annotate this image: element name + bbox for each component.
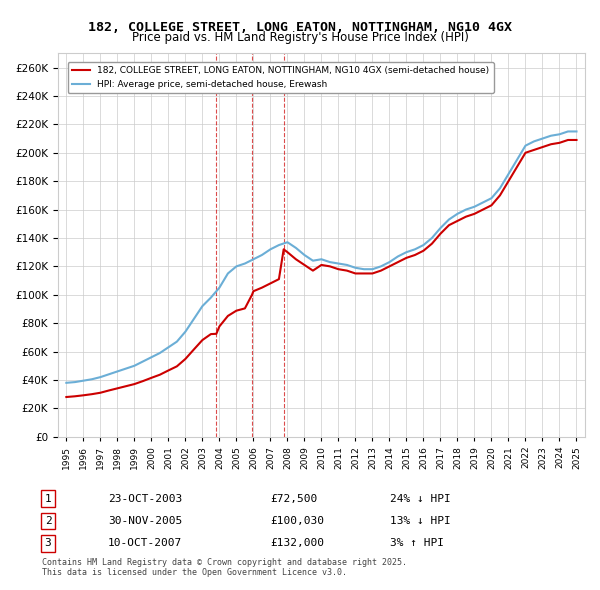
Text: 23-OCT-2003: 23-OCT-2003 <box>108 494 182 503</box>
Text: 182, COLLEGE STREET, LONG EATON, NOTTINGHAM, NG10 4GX: 182, COLLEGE STREET, LONG EATON, NOTTING… <box>88 21 512 34</box>
Text: 1: 1 <box>213 70 219 80</box>
Text: 2: 2 <box>44 516 52 526</box>
Text: 2: 2 <box>249 70 255 80</box>
Text: 13% ↓ HPI: 13% ↓ HPI <box>390 516 451 526</box>
Text: Price paid vs. HM Land Registry's House Price Index (HPI): Price paid vs. HM Land Registry's House … <box>131 31 469 44</box>
Text: 10-OCT-2007: 10-OCT-2007 <box>108 539 182 548</box>
Text: £100,030: £100,030 <box>270 516 324 526</box>
Text: 1: 1 <box>44 494 52 503</box>
Text: Contains HM Land Registry data © Crown copyright and database right 2025.
This d: Contains HM Land Registry data © Crown c… <box>42 558 407 577</box>
Text: £132,000: £132,000 <box>270 539 324 548</box>
Text: 3: 3 <box>44 539 52 548</box>
Text: £72,500: £72,500 <box>270 494 317 503</box>
Text: 30-NOV-2005: 30-NOV-2005 <box>108 516 182 526</box>
Text: 3: 3 <box>281 70 287 80</box>
Text: 24% ↓ HPI: 24% ↓ HPI <box>390 494 451 503</box>
Legend: 182, COLLEGE STREET, LONG EATON, NOTTINGHAM, NG10 4GX (semi-detached house), HPI: 182, COLLEGE STREET, LONG EATON, NOTTING… <box>68 62 494 93</box>
Text: 3% ↑ HPI: 3% ↑ HPI <box>390 539 444 548</box>
